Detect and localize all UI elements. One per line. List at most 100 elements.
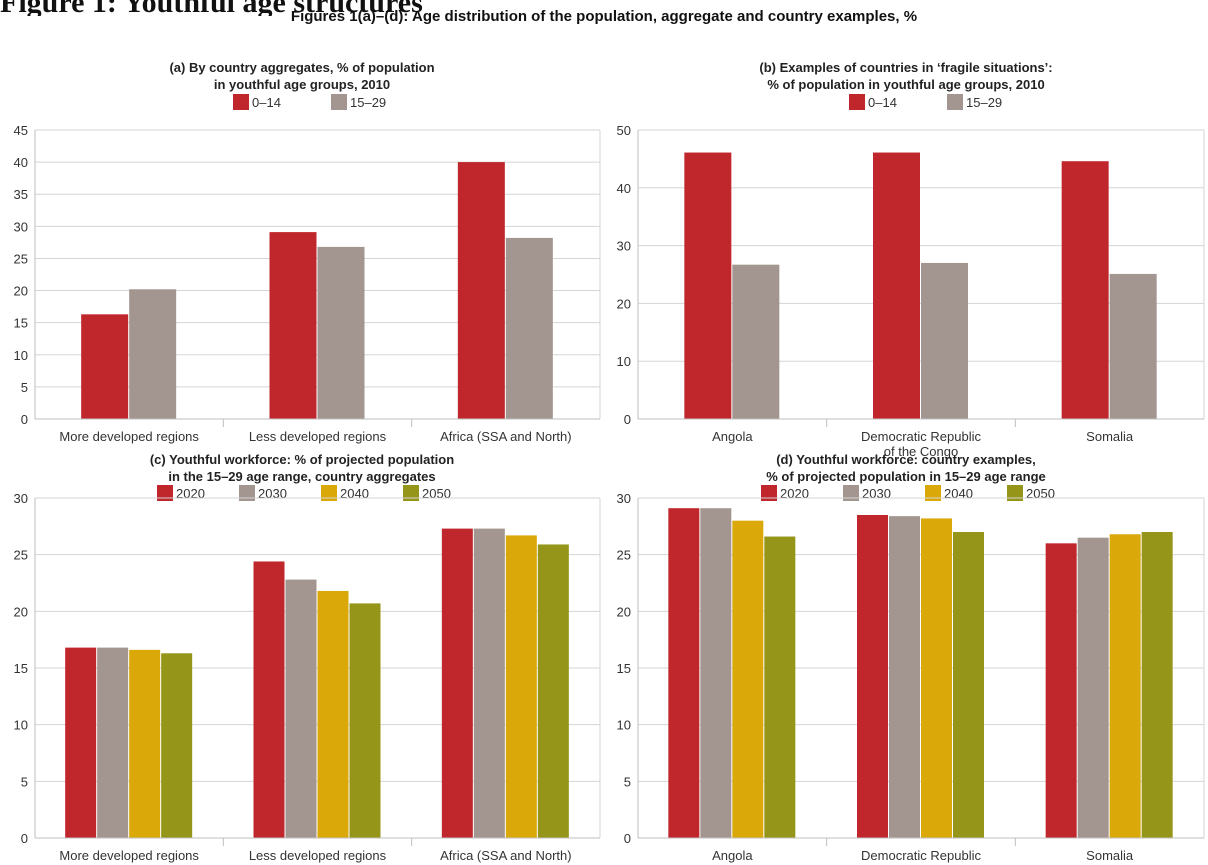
legend-item: 2030 [843,485,891,501]
bar-d-2040-0 [732,520,764,838]
x-category-label: Somalia [1086,429,1134,444]
x-category-label: Angola [712,848,753,863]
chart-title-line: (d) Youthful workforce: country examples… [776,452,1036,467]
legend-label: 2040 [340,486,369,501]
bar-d-2040-2 [1109,534,1141,838]
y-tick-label: 10 [617,718,631,733]
bar-d-2030-2 [1077,537,1109,838]
x-category-label: of the Congo [884,444,958,459]
bar-d-2050-2 [1141,532,1173,838]
legend-item: 2050 [403,485,451,501]
bar-c-2020-0 [65,647,97,838]
bar-d-2040-1 [921,518,952,838]
legend-label: 2050 [1026,486,1055,501]
chart-title-line: (b) Examples of countries in ‘fragile si… [759,60,1052,75]
legend-label: 0–14 [252,95,281,110]
y-tick-label: 15 [617,661,631,676]
legend-label: 0–14 [868,95,897,110]
bar-b-014-0 [684,152,732,419]
legend-item: 0–14 [849,94,897,110]
y-tick-label: 0 [624,412,631,427]
chart-title-line: in the 15–29 age range, country aggregat… [168,469,435,484]
x-category-label: Less developed regions [249,429,387,444]
chart-c: (c) Youthful workforce: % of projected p… [14,452,601,863]
legend-item: 0–14 [233,94,281,110]
legend-swatch [843,485,859,501]
legend-label: 2050 [422,486,451,501]
bar-b-1529-0 [732,264,780,419]
legend-label: 2030 [258,486,287,501]
y-tick-label: 50 [617,123,631,138]
y-tick-label: 25 [14,251,28,266]
x-category-label: More developed regions [59,848,199,863]
y-tick-label: 5 [21,380,28,395]
legend-swatch [947,94,963,110]
bar-c-2030-2 [473,528,505,838]
figure-main-title: Figures 1(a)–(d): Age distribution of th… [290,8,918,25]
y-tick-label: 20 [617,604,631,619]
bar-d-2020-2 [1045,543,1077,838]
legend-item: 2020 [157,485,205,501]
chart-title-line: (a) By country aggregates, % of populati… [169,60,434,75]
legend-label: 15–29 [350,95,386,110]
bar-d-2020-1 [857,515,888,838]
chart-title-line: % of population in youthful age groups, … [767,77,1044,92]
y-tick-label: 0 [21,831,28,846]
bar-c-2050-0 [161,653,193,838]
bar-c-2040-2 [505,535,537,838]
legend-label: 2030 [862,486,891,501]
chart-d: (d) Youthful workforce: country examples… [617,452,1205,865]
bar-c-2040-0 [129,649,161,838]
bar-a-014-2 [457,162,505,419]
bar-b-1529-1 [921,262,968,419]
y-tick-label: 5 [624,774,631,789]
chart-title-line: % of projected population in 15–29 age r… [766,469,1046,484]
legend-swatch [849,94,865,110]
legend-swatch [403,485,419,501]
x-category-label: Africa (SSA and North) [440,429,572,444]
y-tick-label: 25 [617,548,631,563]
legend-label: 2040 [944,486,973,501]
x-category-label: Less developed regions [249,848,387,863]
bar-d-2030-1 [889,516,920,838]
legend-item: 15–29 [947,94,1002,110]
bar-d-2050-1 [953,532,984,838]
legend-item: 2050 [1007,485,1055,501]
x-category-label: Democratic Republic [861,848,981,863]
y-tick-label: 40 [14,155,28,170]
y-tick-label: 45 [14,123,28,138]
bar-d-2020-0 [668,508,700,838]
y-tick-label: 35 [14,187,28,202]
y-tick-label: 30 [617,239,631,254]
y-tick-label: 20 [14,284,28,299]
y-tick-label: 30 [14,219,28,234]
y-tick-label: 10 [617,354,631,369]
bar-d-2050-0 [764,536,796,838]
legend-swatch [1007,485,1023,501]
y-tick-label: 25 [14,548,28,563]
bar-a-014-1 [269,232,317,419]
y-tick-label: 30 [617,491,631,506]
bar-a-1529-0 [129,289,177,419]
legend-swatch [761,485,777,501]
bar-d-2030-0 [700,508,732,838]
bar-c-2020-2 [441,528,473,838]
legend-swatch [321,485,337,501]
x-category-label: Angola [712,429,753,444]
x-category-label: Africa (SSA and North) [440,848,572,863]
y-tick-label: 15 [14,316,28,331]
chart-title-line: (c) Youthful workforce: % of projected p… [150,452,454,467]
legend-swatch [331,94,347,110]
bar-c-2030-1 [285,579,317,838]
y-tick-label: 10 [14,348,28,363]
y-tick-label: 15 [14,661,28,676]
x-category-label: Democratic Republic [861,429,981,444]
legend-swatch [239,485,255,501]
chart-a: (a) By country aggregates, % of populati… [14,60,601,444]
x-category-label: of the Congo [884,863,958,865]
legend-item: 2030 [239,485,287,501]
bar-b-014-1 [873,152,920,419]
legend-label: 2020 [780,486,809,501]
chart-title-line: in youthful age groups, 2010 [214,77,390,92]
bar-b-1529-2 [1109,273,1157,419]
